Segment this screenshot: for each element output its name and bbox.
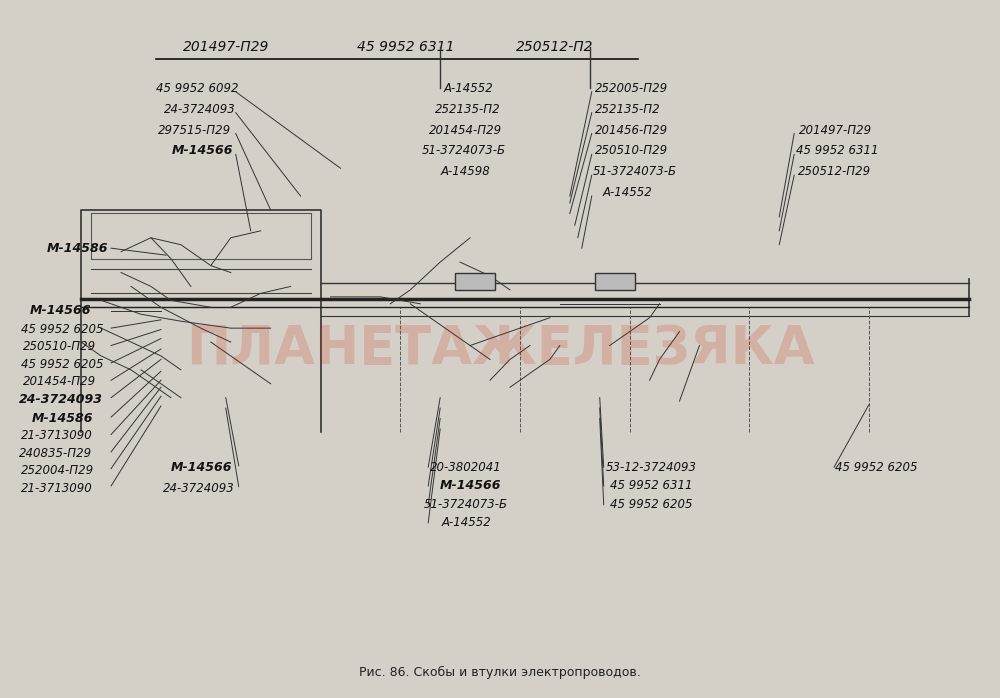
Text: 201497-П29: 201497-П29 [183, 40, 269, 54]
Text: 51-3724073-Б: 51-3724073-Б [424, 498, 508, 511]
Text: М-14586: М-14586 [46, 242, 108, 255]
Text: Рис. 86. Скобы и втулки электропроводов.: Рис. 86. Скобы и втулки электропроводов. [359, 666, 641, 679]
Text: 252135-П2: 252135-П2 [435, 103, 501, 116]
Text: 45 9952 6205: 45 9952 6205 [610, 498, 692, 511]
Text: 45 9952 6205: 45 9952 6205 [21, 323, 104, 336]
Text: 201454-П29: 201454-П29 [429, 124, 502, 137]
Text: 24-3724093: 24-3724093 [163, 482, 235, 495]
Text: 51-3724073-Б: 51-3724073-Б [422, 144, 506, 157]
Text: 45 9952 6311: 45 9952 6311 [610, 480, 692, 493]
Text: А-14552: А-14552 [603, 186, 652, 199]
Text: 252005-П29: 252005-П29 [595, 82, 668, 95]
Text: 21-3713090: 21-3713090 [21, 482, 93, 495]
Text: 51-3724073-Б: 51-3724073-Б [593, 165, 677, 178]
Text: 250512-П2: 250512-П2 [516, 40, 594, 54]
Text: 201497-П29: 201497-П29 [799, 124, 872, 137]
Text: 201456-П29: 201456-П29 [595, 124, 668, 137]
Text: А-14598: А-14598 [440, 165, 490, 178]
Text: 250510-П29: 250510-П29 [595, 144, 668, 157]
Text: А-14552: А-14552 [441, 517, 491, 529]
Text: М-14566: М-14566 [172, 144, 233, 157]
Text: 297515-П29: 297515-П29 [158, 124, 231, 137]
Bar [455, 272, 495, 290]
Text: 53-12-3724093: 53-12-3724093 [606, 461, 697, 474]
Text: 20-3802041: 20-3802041 [430, 461, 502, 474]
Bar [595, 272, 635, 290]
Text: 250510-П29: 250510-П29 [23, 341, 96, 353]
Text: 252004-П29: 252004-П29 [21, 464, 94, 477]
Text: 250512-П29: 250512-П29 [798, 165, 871, 178]
Text: 45 9952 6311: 45 9952 6311 [796, 144, 879, 157]
Text: 201454-П29: 201454-П29 [23, 376, 96, 388]
Text: 24-3724093: 24-3724093 [164, 103, 236, 116]
Text: 252135-П2: 252135-П2 [595, 103, 660, 116]
Text: М-14566: М-14566 [171, 461, 232, 474]
Text: 45 9952 6205: 45 9952 6205 [21, 358, 104, 371]
Text: М-14586: М-14586 [31, 412, 93, 425]
Text: 45 9952 6311: 45 9952 6311 [357, 40, 454, 54]
Text: 240835-П29: 240835-П29 [19, 447, 92, 460]
Text: А-14552: А-14552 [443, 82, 493, 95]
Text: 21-3713090: 21-3713090 [21, 429, 93, 443]
Text: 45 9952 6205: 45 9952 6205 [835, 461, 918, 474]
Text: 45 9952 6092: 45 9952 6092 [156, 82, 238, 95]
Text: ПЛАНЕТАЖЕЛЕЗЯКА: ПЛАНЕТАЖЕЛЕЗЯКА [186, 323, 814, 375]
Text: М-14566: М-14566 [440, 480, 502, 493]
Text: 24-3724093: 24-3724093 [19, 392, 103, 406]
Text: М-14566: М-14566 [29, 304, 91, 318]
